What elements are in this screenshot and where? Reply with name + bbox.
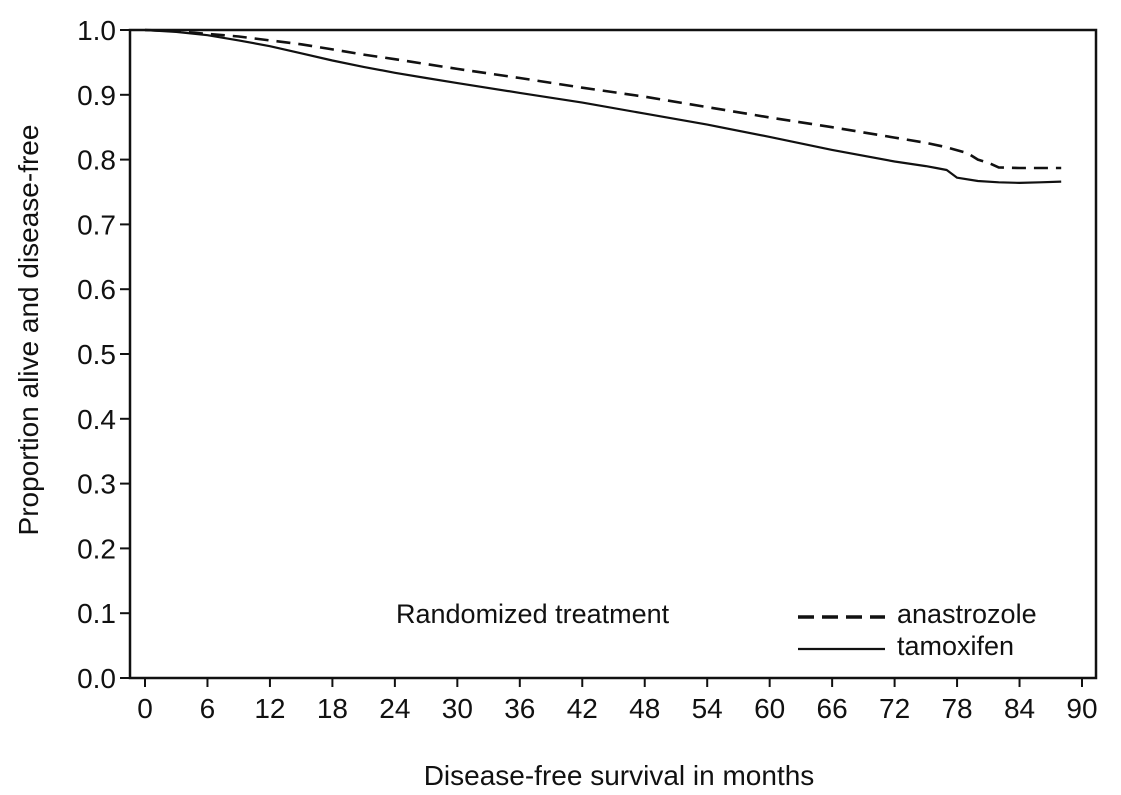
y-tick-label: 0.1 — [77, 598, 116, 629]
x-tick-label: 90 — [1066, 693, 1097, 724]
y-axis-ticks: 0.0 0.1 0.2 0.3 0.4 0.5 0.6 0.7 0.8 0.9 1.0 — [77, 15, 130, 694]
y-axis-title: Proportion alive and disease-free — [13, 125, 44, 536]
y-tick-label: 0.5 — [77, 339, 116, 370]
series-line-anastrozole — [144, 28, 1062, 170]
x-tick-label: 6 — [200, 693, 216, 724]
x-tick-label: 84 — [1004, 693, 1035, 724]
x-tick-label: 24 — [379, 693, 410, 724]
x-tick-label: 0 — [137, 693, 153, 724]
x-tick-label: 42 — [567, 693, 598, 724]
x-tick-label: 66 — [817, 693, 848, 724]
x-tick-label: 72 — [879, 693, 910, 724]
y-tick-label: 0.4 — [77, 404, 116, 435]
series-line-tamoxifen — [144, 28, 1062, 184]
y-tick-label: 0.8 — [77, 145, 116, 176]
y-tick-label: 0.9 — [77, 80, 116, 111]
x-tick-label: 60 — [754, 693, 785, 724]
y-tick-label: 0.7 — [77, 209, 116, 240]
y-tick-label: 0.6 — [77, 274, 116, 305]
x-tick-label: 18 — [317, 693, 348, 724]
legend-label-tamoxifen: tamoxifen — [897, 631, 1014, 661]
y-tick-label: 0.3 — [77, 469, 116, 500]
x-tick-label: 36 — [504, 693, 535, 724]
x-tick-label: 78 — [941, 693, 972, 724]
x-tick-label: 54 — [692, 693, 723, 724]
x-tick-label: 48 — [629, 693, 660, 724]
x-tick-label: 30 — [442, 693, 473, 724]
legend-label-anastrozole: anastrozole — [897, 599, 1037, 629]
y-tick-label: 0.2 — [77, 533, 116, 564]
legend-title: Randomized treatment — [396, 599, 670, 629]
plot-frame — [128, 28, 1098, 680]
x-axis-ticks: 0 6 12 18 24 30 36 42 48 54 60 66 72 78 84 90 — [137, 678, 1098, 724]
x-axis-title: Disease-free survival in months — [424, 760, 815, 791]
y-tick-label: 1.0 — [77, 15, 116, 46]
series-lines — [144, 28, 1062, 184]
y-tick-label: 0.0 — [77, 663, 116, 694]
x-tick-label: 12 — [254, 693, 285, 724]
